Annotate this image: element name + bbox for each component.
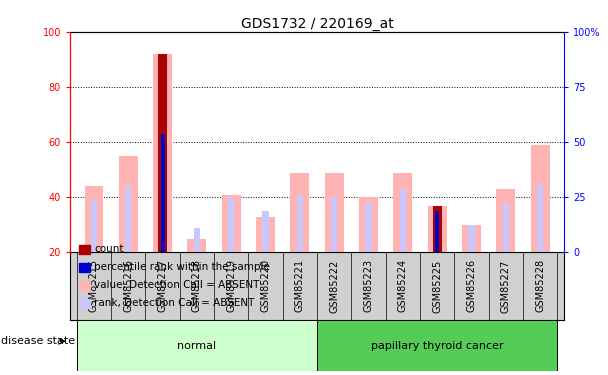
Bar — [119, 156, 138, 252]
Text: normal: normal — [178, 341, 216, 351]
Text: rank, Detection Call = ABSENT: rank, Detection Call = ABSENT — [94, 298, 255, 308]
Text: GSM85222: GSM85222 — [330, 259, 339, 312]
Bar — [462, 225, 481, 252]
Bar — [125, 186, 131, 252]
Text: GSM85227: GSM85227 — [501, 259, 511, 312]
Bar — [161, 134, 165, 252]
Bar — [159, 134, 166, 252]
Bar — [400, 189, 406, 252]
Text: count: count — [94, 244, 124, 254]
Text: GSM85221: GSM85221 — [295, 259, 305, 312]
Bar — [359, 197, 378, 252]
Text: GSM85220: GSM85220 — [261, 259, 271, 312]
Bar — [435, 211, 439, 252]
Bar — [291, 172, 309, 252]
Bar — [158, 54, 167, 252]
Bar — [263, 211, 269, 252]
Bar — [503, 203, 509, 252]
Bar — [331, 197, 337, 252]
Bar — [325, 172, 344, 252]
Text: GSM85223: GSM85223 — [364, 259, 373, 312]
Text: GSM85225: GSM85225 — [432, 259, 442, 312]
Bar — [194, 228, 200, 252]
Bar — [187, 238, 206, 252]
Bar — [365, 203, 371, 252]
Bar — [428, 206, 447, 252]
Bar — [256, 217, 275, 252]
Bar — [91, 200, 97, 252]
Bar — [85, 186, 103, 252]
Bar — [531, 145, 550, 252]
Text: papillary thyroid cancer: papillary thyroid cancer — [371, 341, 503, 351]
Bar — [468, 225, 475, 252]
Bar — [228, 197, 234, 252]
Title: GDS1732 / 220169_at: GDS1732 / 220169_at — [241, 17, 393, 31]
Bar — [77, 320, 317, 371]
Bar — [297, 195, 303, 252]
Text: GSM85216: GSM85216 — [123, 259, 133, 312]
Bar — [433, 206, 441, 252]
Bar — [317, 320, 558, 371]
Bar — [153, 54, 172, 252]
Text: percentile rank within the sample: percentile rank within the sample — [94, 262, 270, 272]
Text: disease state: disease state — [1, 336, 75, 346]
Text: GSM85226: GSM85226 — [466, 259, 477, 312]
Text: GSM85215: GSM85215 — [89, 259, 99, 312]
Bar — [537, 183, 544, 252]
Text: GSM85219: GSM85219 — [226, 259, 237, 312]
Bar — [434, 211, 440, 252]
Text: GSM85224: GSM85224 — [398, 259, 408, 312]
Text: GSM85228: GSM85228 — [535, 259, 545, 312]
Bar — [222, 195, 241, 252]
Text: GSM85217: GSM85217 — [157, 259, 168, 312]
Text: value, Detection Call = ABSENT: value, Detection Call = ABSENT — [94, 280, 260, 290]
Text: GSM85218: GSM85218 — [192, 259, 202, 312]
Bar — [393, 172, 412, 252]
Bar — [496, 189, 516, 252]
